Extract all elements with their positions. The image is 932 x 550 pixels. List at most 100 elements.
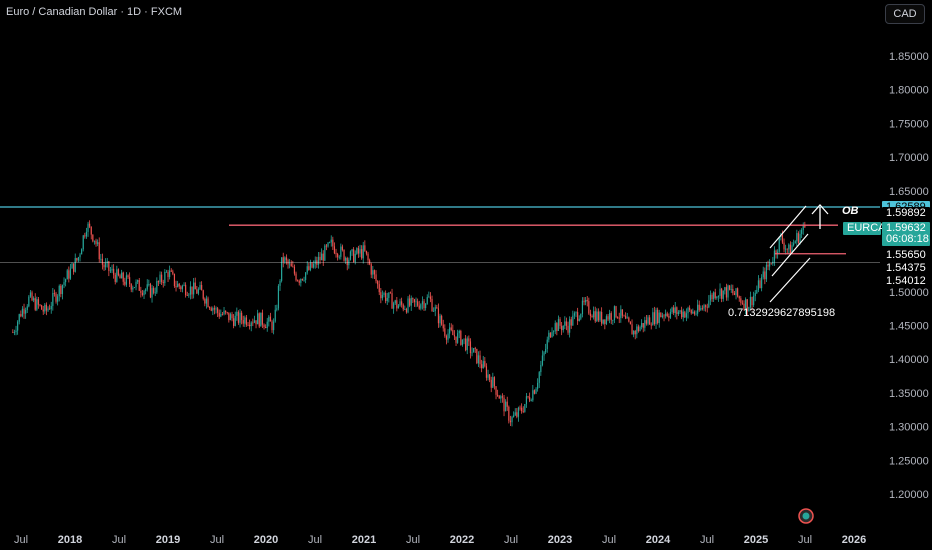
candle-body xyxy=(745,299,747,310)
candle-body xyxy=(145,289,147,291)
candle-body xyxy=(196,289,198,294)
candle-body xyxy=(61,284,64,295)
candle-body xyxy=(108,261,110,271)
candle-body xyxy=(410,298,412,306)
candle-body xyxy=(241,312,243,321)
candle-body xyxy=(645,320,648,324)
candle-body xyxy=(82,235,84,250)
candle-body xyxy=(769,263,771,267)
candle-body xyxy=(413,299,416,303)
time-tick-label: 2024 xyxy=(646,534,671,546)
candle-body xyxy=(429,296,432,299)
candle-body xyxy=(439,315,441,324)
candle-body xyxy=(298,280,300,283)
candle-body xyxy=(353,249,355,263)
candle-body xyxy=(319,256,321,261)
candle-body xyxy=(732,288,734,294)
candle-body xyxy=(204,298,206,304)
candle-body xyxy=(177,283,179,288)
candle-body xyxy=(541,355,544,366)
candle-body xyxy=(370,264,372,275)
candle-body xyxy=(153,288,155,293)
candle-body xyxy=(341,246,344,250)
currency-button[interactable]: CAD xyxy=(885,4,925,24)
candle-body xyxy=(609,313,611,320)
candle-body xyxy=(783,242,785,250)
candle-body xyxy=(164,271,166,284)
candle-body xyxy=(284,257,286,263)
candle-body xyxy=(327,242,329,247)
candle-body xyxy=(612,320,614,321)
candle-body xyxy=(26,306,28,311)
candle-body xyxy=(321,253,323,261)
candle-body xyxy=(722,290,724,299)
candle-body xyxy=(569,319,571,333)
candle-body xyxy=(740,298,742,303)
candle-body xyxy=(764,271,766,280)
candle-body xyxy=(716,296,718,298)
candle-body xyxy=(465,338,467,351)
fib-value-label: 0.7132929627895198 xyxy=(728,307,835,319)
candle-body xyxy=(125,275,128,285)
candle-body xyxy=(417,301,419,306)
channel-upper-line[interactable] xyxy=(769,205,807,249)
candle-body xyxy=(437,308,440,324)
candle-body xyxy=(741,302,744,304)
candle-body xyxy=(407,298,409,313)
candle-body xyxy=(173,273,176,287)
channel-mid-line[interactable] xyxy=(771,233,809,277)
candle-body xyxy=(261,312,264,325)
candle-body xyxy=(772,261,774,264)
time-tick-label: Jul xyxy=(700,534,714,546)
candle-body xyxy=(561,325,563,331)
candle-body xyxy=(12,332,14,334)
channel-lower-line[interactable] xyxy=(769,257,811,303)
candle-body xyxy=(697,304,699,314)
candle-body xyxy=(604,319,606,324)
tag-current-symbol-bg xyxy=(843,222,881,235)
candle-body xyxy=(17,321,19,331)
candle-body xyxy=(705,305,707,307)
candle-body xyxy=(677,312,680,315)
candle-body xyxy=(34,298,36,310)
candle-body xyxy=(36,299,38,310)
candle-body xyxy=(170,270,172,272)
price-axis: 1.85000 1.80000 1.75000 1.70000 1.65000 1.500… xyxy=(889,51,929,501)
candle-body xyxy=(239,312,241,323)
candle-body xyxy=(801,230,803,234)
candle-body xyxy=(757,280,760,290)
candle-body xyxy=(191,286,193,295)
candle-body xyxy=(356,248,358,254)
candle-body xyxy=(773,250,776,262)
candle-body xyxy=(559,319,561,326)
candle-body xyxy=(530,400,532,402)
candle-body xyxy=(255,320,257,325)
candle-body xyxy=(129,277,131,284)
candle-body xyxy=(479,355,481,365)
candle-body xyxy=(799,233,801,243)
candle-body xyxy=(543,352,545,356)
candle-body xyxy=(749,296,752,308)
candle-body xyxy=(141,292,144,296)
candle-body xyxy=(442,324,444,329)
candle-body xyxy=(581,300,584,314)
candle-body xyxy=(396,300,398,309)
candle-body xyxy=(285,257,288,261)
tag-red-level-bg xyxy=(882,207,930,220)
candle-body xyxy=(357,248,360,254)
candle-body xyxy=(58,285,60,297)
candle-body xyxy=(428,296,430,298)
candle-body xyxy=(207,298,209,308)
candle-body xyxy=(537,382,539,389)
candle-body xyxy=(308,266,310,270)
candle-body xyxy=(476,348,478,364)
candle-body xyxy=(172,271,174,274)
time-tick-label: Jul xyxy=(14,534,28,546)
candle-body xyxy=(117,269,120,276)
candle-body xyxy=(397,305,400,309)
tag-current-symbol: EURCAD xyxy=(847,222,894,234)
candle-body xyxy=(615,306,617,318)
price-tick-label: 1.25000 xyxy=(889,455,929,467)
candle-body xyxy=(215,308,217,310)
